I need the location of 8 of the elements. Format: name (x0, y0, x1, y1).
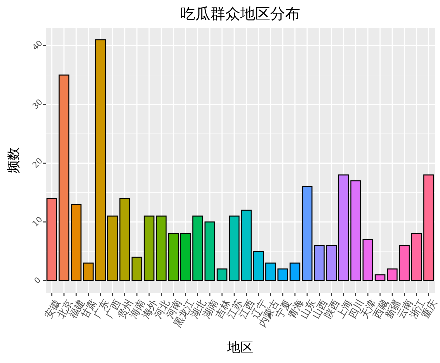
x-axis-title: 地区 (226, 341, 254, 356)
y-tick-label: 20 (30, 156, 45, 170)
y-tick-label: 30 (30, 98, 45, 112)
y-tick-label: 10 (30, 215, 45, 229)
y-tick-label: 40 (30, 38, 45, 52)
y-axis-title: 频数 (7, 148, 22, 174)
chart-title: 吃瓜群众地区分布 (180, 5, 300, 23)
y-tick-label: 0 (32, 276, 43, 286)
